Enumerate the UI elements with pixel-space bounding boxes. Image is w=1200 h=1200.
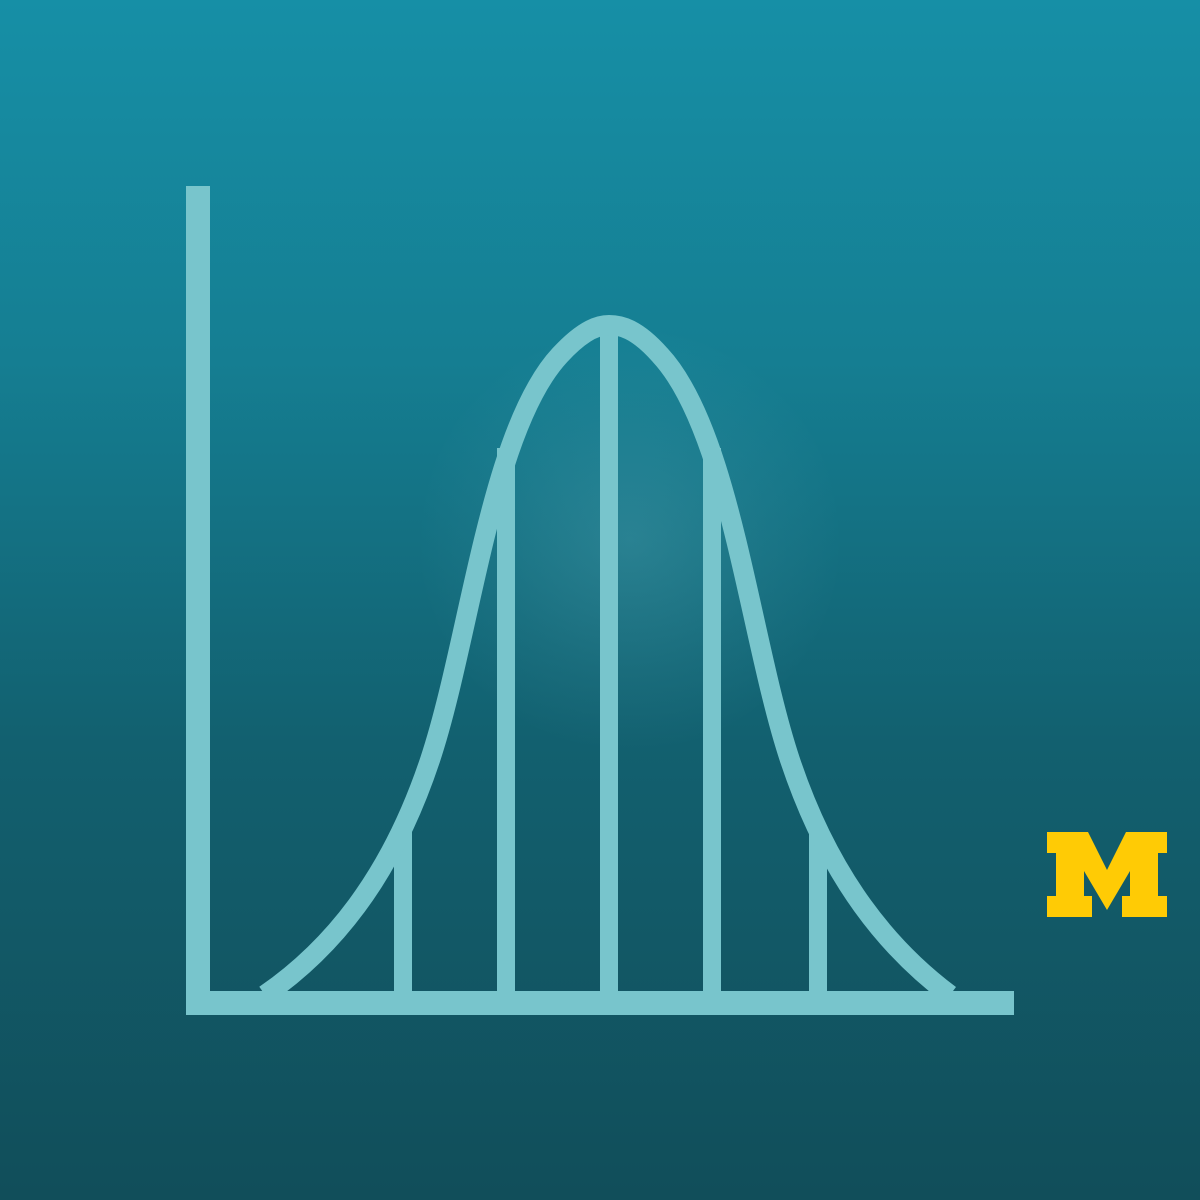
block-m-logo (1047, 832, 1167, 917)
bell-curve-line (259, 315, 957, 1004)
